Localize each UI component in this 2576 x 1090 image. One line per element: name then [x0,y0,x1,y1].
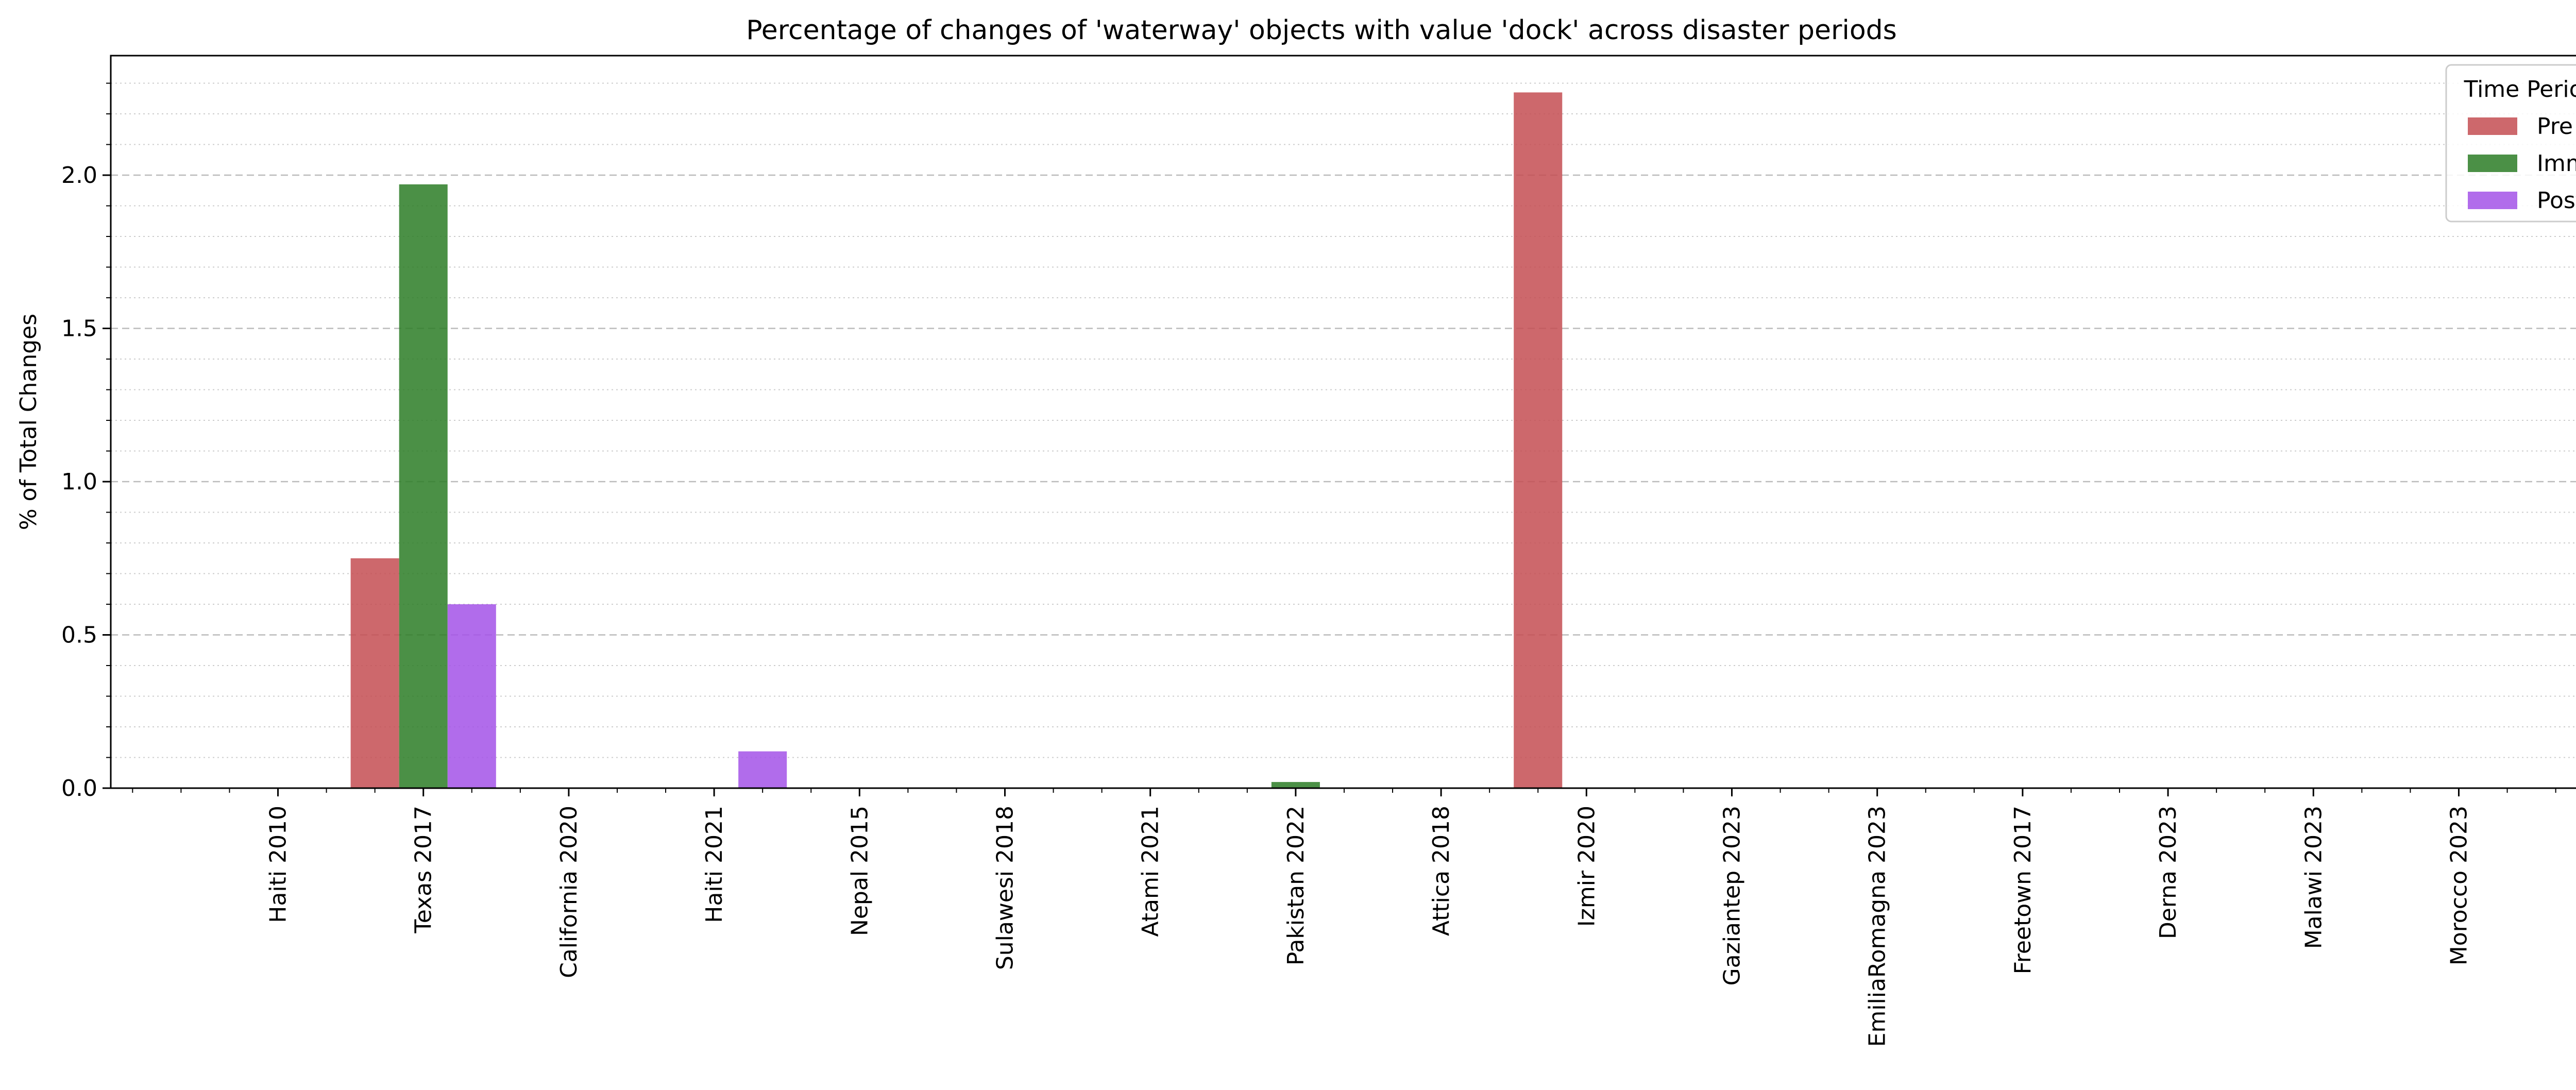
x-tick-label: Gaziantep 2023 [1719,806,1745,985]
bar-imm [1271,782,1320,788]
x-tick-label: Haiti 2010 [265,806,292,923]
legend-swatch-pre [2468,117,2517,135]
x-tick-label: Freetown 2017 [2010,806,2036,974]
x-tick-label: Nepal 2015 [846,806,873,936]
legend-title: Time Period [2464,76,2576,103]
x-tick-label: Derna 2023 [2155,806,2181,939]
x-tick-label: Morocco 2023 [2446,806,2472,965]
chart-title: Percentage of changes of 'waterway' obje… [746,15,1896,46]
x-tick-label: Malawi 2023 [2300,806,2327,949]
bar-post [738,751,787,788]
bar-pre [1514,92,1563,789]
x-tick-label: Izmir 2020 [1573,806,1600,927]
x-tick-label: Atami 2021 [1138,806,1164,937]
bar-post [447,604,496,788]
y-tick-label: 0.5 [61,622,97,649]
legend-swatch-imm [2468,155,2517,172]
legend: Time Period Pre Imm Post [2445,64,2576,223]
x-tick-label: EmiliaRomagna 2023 [1865,806,1891,1047]
x-tick-label: Sulawesi 2018 [992,806,1019,970]
axes: 0.0 0.5 1.0 1.5 2.0 Haiti 2010 Texas 2017 Calif… [61,82,2556,1047]
plot-frame [110,55,2576,789]
y-axis-label: % of Total Changes [15,314,42,530]
legend-label-pre: Pre [2537,113,2573,140]
legend-swatch-post [2468,192,2517,209]
x-tick-label: California 2020 [556,806,582,978]
x-tick-label: Haiti 2021 [701,806,727,923]
legend-label-post: Post [2537,188,2576,214]
x-tick-label: Attica 2018 [1428,806,1454,936]
x-tick-label: Texas 2017 [411,806,437,934]
x-tick-label: Pakistan 2022 [1283,806,1309,965]
bar-imm [399,184,448,788]
y-tick-label: 2.0 [61,162,97,189]
legend-label-imm: Imm [2537,150,2576,177]
bars [350,92,1563,789]
y-tick-label: 0.0 [61,775,97,802]
legend-box [2445,64,2576,223]
grid [111,82,2576,758]
y-tick-label: 1.5 [61,316,97,342]
y-tick-label: 1.0 [61,469,97,495]
bar-pre [350,558,399,788]
